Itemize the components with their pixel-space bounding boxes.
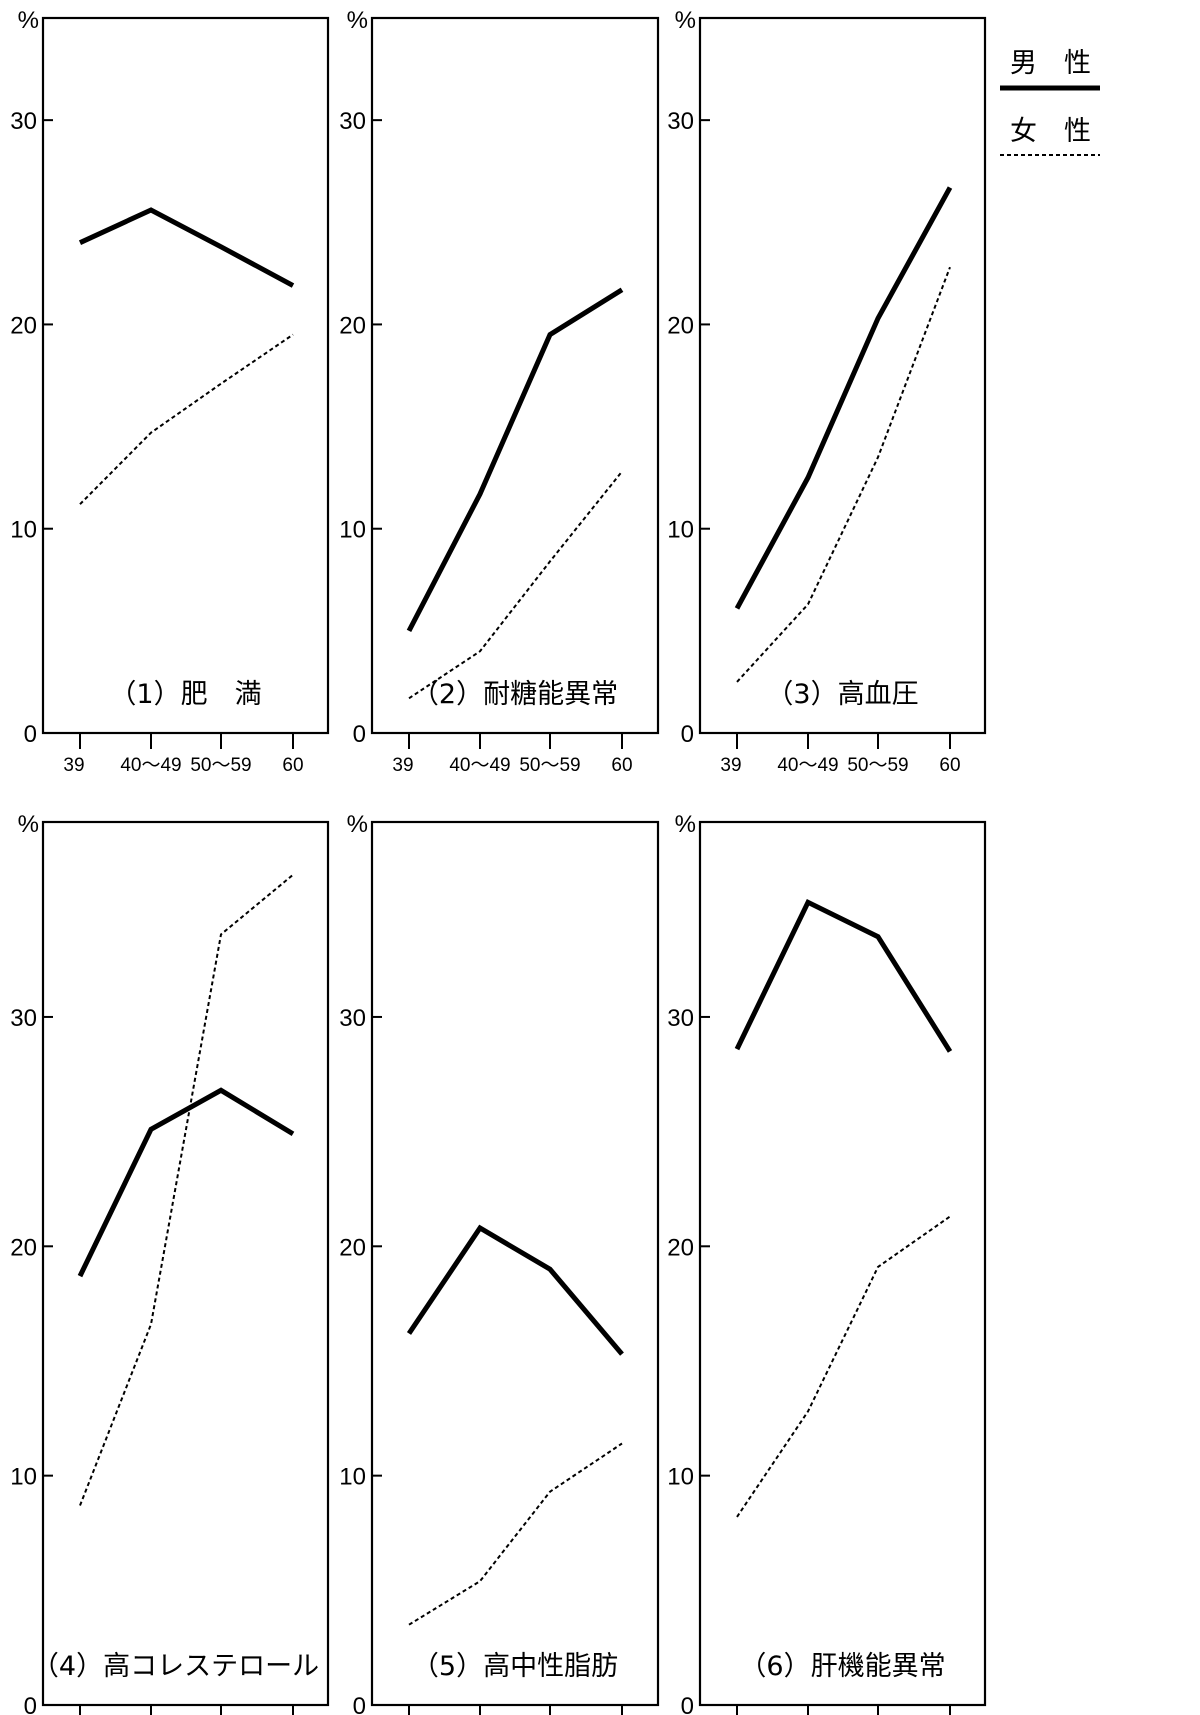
x-tick-label: 39: [63, 755, 84, 776]
y-tick-label: 0: [24, 721, 37, 748]
x-tick-label: 60: [611, 755, 632, 776]
plot-frame: [698, 820, 987, 1707]
x-tick-label: 39: [392, 755, 413, 776]
plot-frame: [698, 16, 987, 735]
y-tick-label: 0: [24, 1693, 37, 1715]
y-tick-label: 20: [10, 312, 37, 339]
y-tick-label: 30: [10, 108, 37, 135]
plot-frame: [370, 16, 660, 735]
x-tick-label: 50～59: [190, 755, 251, 776]
x-tick-label: 39: [720, 755, 741, 776]
y-tick-label: 20: [667, 1234, 694, 1261]
chart-title: （4）高コレステロール: [32, 1651, 319, 1682]
y-tick-label: 20: [10, 1234, 37, 1261]
y-unit-label: %: [675, 7, 696, 34]
legend-label-male: 男 性: [1010, 48, 1091, 79]
x-tick-label: 40～49: [777, 755, 838, 776]
chart-title: （2）耐糖能異常: [412, 679, 618, 710]
y-tick-label: 20: [339, 1234, 366, 1261]
series-line-female: [736, 266, 951, 683]
y-unit-label: %: [18, 7, 39, 34]
legend-label-female: 女 性: [1010, 116, 1091, 147]
y-tick-label: 30: [667, 1005, 694, 1032]
chart-title: （3）高血圧: [766, 679, 918, 710]
y-tick-label: 30: [339, 1005, 366, 1032]
y-unit-label: %: [347, 811, 368, 838]
y-tick-label: 0: [353, 1693, 366, 1715]
series-line-female: [79, 333, 294, 505]
y-tick-label: 20: [339, 312, 366, 339]
y-tick-label: 20: [667, 312, 694, 339]
chart-title: （5）高中性脂肪: [412, 1651, 618, 1682]
plot-frame: [41, 820, 330, 1707]
series-line-female: [79, 874, 294, 1506]
x-tick-label: 40～49: [120, 755, 181, 776]
series-line-male: [734, 186, 953, 610]
y-unit-label: %: [347, 7, 368, 34]
x-tick-label: 60: [939, 755, 960, 776]
plot-frame: [41, 16, 330, 735]
x-tick-label: 40～49: [449, 755, 510, 776]
y-tick-label: 10: [10, 517, 37, 544]
x-tick-label: 50～59: [847, 755, 908, 776]
y-tick-label: 10: [339, 517, 366, 544]
y-tick-label: 0: [681, 1693, 694, 1715]
y-tick-label: 10: [667, 1464, 694, 1491]
series-line-female: [408, 470, 623, 700]
series-line-male: [406, 287, 624, 633]
chart-panel-3: 0 10 20 30% 39 40～49 50～59 60 （3）高血圧: [667, 7, 987, 776]
chart-panel-2: 0 10 20 30% 39 40～49 50～59 60 （2）耐糖能異常: [339, 7, 660, 776]
series-line-male: [77, 1087, 295, 1278]
series-line-male: [734, 898, 953, 1053]
series-line-female: [408, 1442, 623, 1626]
y-tick-label: 10: [667, 517, 694, 544]
chart-title: （6）肝機能異常: [739, 1651, 945, 1682]
y-tick-label: 30: [10, 1005, 37, 1032]
plot-frame: [370, 820, 660, 1707]
x-tick-label: 50～59: [519, 755, 580, 776]
y-tick-label: 10: [10, 1464, 37, 1491]
y-tick-label: 0: [353, 721, 366, 748]
y-tick-label: 30: [339, 108, 366, 135]
series-line-male: [406, 1224, 624, 1356]
legend: 男 性女 性: [1000, 48, 1100, 156]
y-tick-label: 0: [681, 721, 694, 748]
y-tick-label: 30: [667, 108, 694, 135]
y-unit-label: %: [675, 811, 696, 838]
x-tick-label: 60: [282, 755, 303, 776]
y-tick-label: 10: [339, 1464, 366, 1491]
series-line-female: [736, 1215, 951, 1518]
chart-title: （1）肥 満: [109, 679, 261, 710]
series-line-male: [78, 207, 295, 288]
chart-panel-1: 0 10 20 30% 39 40～49 50～59 60 （1）肥 満: [10, 7, 330, 776]
y-unit-label: %: [18, 811, 39, 838]
